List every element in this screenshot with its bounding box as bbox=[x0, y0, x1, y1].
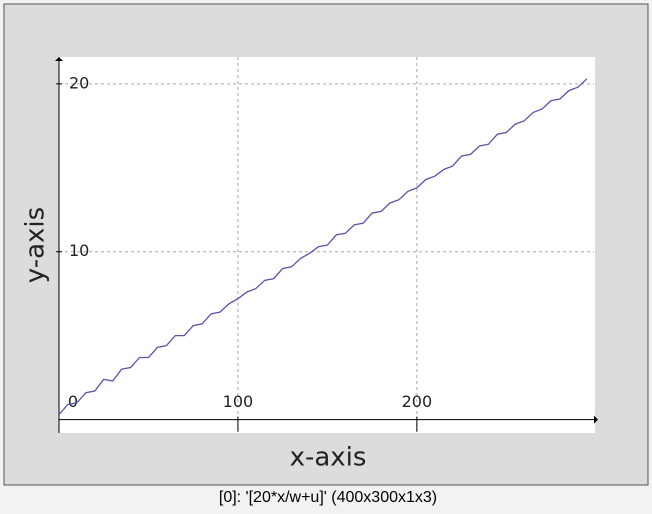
x-tick-label: 100 bbox=[223, 392, 254, 411]
x-axis-arrow bbox=[594, 415, 598, 424]
x-tick-label: 0 bbox=[68, 392, 78, 411]
y-axis-arrow bbox=[55, 57, 63, 61]
y-tick-label: 20 bbox=[69, 73, 89, 92]
data-line bbox=[58, 78, 588, 415]
plot: 0 100 200 10 20 bbox=[55, 57, 598, 433]
x-axis-label: x-axis bbox=[290, 443, 367, 473]
y-tick-label: 10 bbox=[69, 241, 89, 260]
x-tick-label: 200 bbox=[402, 392, 433, 411]
caption: [0]: '[20*x/w+u]' (400x300x1x3) bbox=[219, 489, 437, 506]
y-axis-label: y-axis bbox=[21, 207, 51, 283]
